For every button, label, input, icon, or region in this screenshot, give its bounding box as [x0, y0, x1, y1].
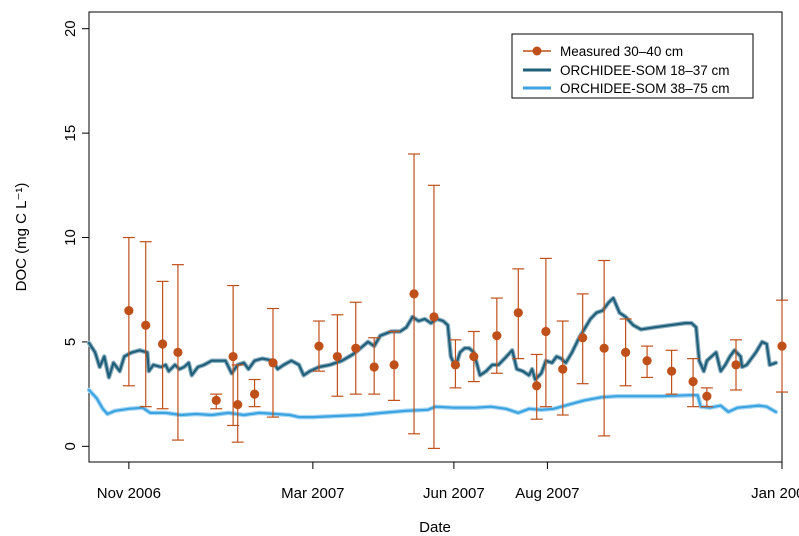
- x-tick-label: Jun 2007: [423, 485, 485, 502]
- x-tick-label: Nov 2006: [97, 485, 161, 502]
- plot-frame: [88, 11, 783, 463]
- legend-measured-label: Measured 30–40 cm: [560, 44, 683, 59]
- legend-series-1-label: ORCHIDEE-SOM 18–37 cm: [560, 63, 730, 78]
- measured-point: [314, 341, 324, 351]
- measured-point: [731, 360, 741, 370]
- model-lines: [86, 295, 779, 420]
- measured-point: [332, 351, 342, 362]
- measured-point: [702, 391, 712, 401]
- measured-point: [541, 326, 551, 337]
- measured-point: [621, 347, 631, 357]
- measured-point: [667, 366, 677, 376]
- y-tick-label: 10: [62, 229, 79, 246]
- measured-point: [642, 356, 652, 366]
- measured-point: [429, 312, 439, 322]
- y-tick-label: 5: [62, 338, 79, 346]
- measured-point: [599, 343, 609, 353]
- measured-point: [157, 339, 168, 349]
- measured-point: [532, 381, 542, 391]
- measured-point: [409, 289, 419, 299]
- x-tick-label: Aug 2007: [515, 485, 579, 502]
- legend: Measured 30–40 cm ORCHIDEE-SOM 18–37 cm …: [511, 33, 754, 99]
- measured-point: [249, 389, 260, 399]
- y-axis: 0 5 10 15 20: [62, 20, 89, 451]
- measured-point: [492, 331, 502, 341]
- measured-point: [450, 360, 461, 370]
- x-axis-label: Date: [419, 519, 451, 536]
- x-axis: Nov 2006 Mar 2007 Jun 2007 Aug 2007 Jan 2008: [97, 462, 799, 502]
- x-tick-label: Mar 2007: [281, 485, 344, 502]
- series-2-line: [87, 388, 777, 419]
- measured-point: [688, 377, 698, 387]
- measured-point: [777, 341, 787, 351]
- measured-point: [233, 399, 243, 410]
- measured-point: [369, 362, 379, 372]
- measured-points: [122, 153, 788, 450]
- y-tick-label: 20: [62, 20, 79, 37]
- measured-point: [389, 360, 399, 370]
- measured-point: [558, 364, 568, 374]
- measured-point: [173, 347, 183, 357]
- y-tick-label: 0: [62, 442, 79, 450]
- y-tick-label: 15: [62, 125, 79, 142]
- measured-point: [268, 358, 278, 368]
- measured-point: [513, 308, 523, 318]
- measured-point: [211, 395, 221, 405]
- legend-measured-marker: [532, 46, 542, 56]
- measured-point: [469, 351, 479, 362]
- legend-series-2-label: ORCHIDEE-SOM 38–75 cm: [560, 81, 730, 96]
- measured-point: [124, 306, 134, 316]
- measured-point: [228, 351, 238, 362]
- series-1-line: [87, 297, 777, 381]
- measured-point: [141, 320, 151, 330]
- x-tick-label: Jan 2008: [751, 485, 799, 502]
- legend-box: [511, 33, 754, 99]
- measured-point: [578, 333, 588, 343]
- y-axis-label: DOC (mg C L⁻¹): [13, 183, 30, 292]
- measured-point: [351, 343, 361, 353]
